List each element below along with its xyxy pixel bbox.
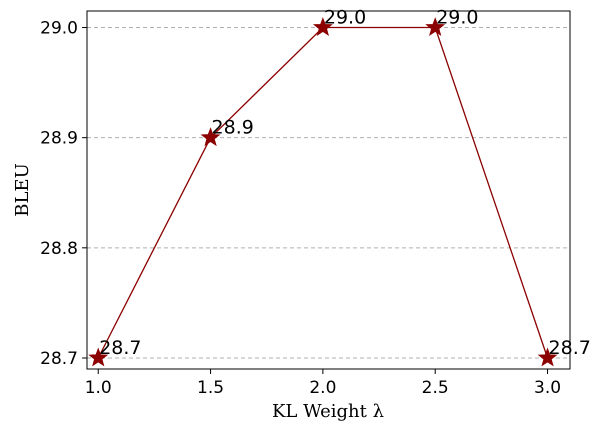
y-axis-title: BLEU — [12, 163, 33, 217]
data-labels-group: 28.728.929.0 29.028.7 — [99, 7, 591, 359]
x-tick-label: 2.5 — [422, 378, 449, 398]
data-label: 29.0 — [324, 7, 366, 29]
data-point-star — [200, 127, 221, 147]
y-tick-label: 28.9 — [40, 129, 78, 149]
x-tick-label: 3.0 — [534, 378, 561, 398]
data-point-star — [312, 17, 333, 36]
data-label: 28.7 — [99, 337, 141, 359]
data-label: 28.9 — [212, 117, 254, 139]
x-axis-title: KL Weight λ — [272, 401, 384, 421]
y-ticks-group: 28.7 28.8 28.9 29.0 — [40, 19, 87, 369]
data-point-star — [537, 347, 558, 367]
x-tick-label: 1.5 — [197, 378, 224, 398]
data-point-star — [88, 347, 109, 367]
series-line — [97, 26, 549, 359]
x-ticks-group: 1.0 1.5 2.0 2.5 3.0 — [85, 369, 561, 398]
grid-group — [87, 27, 570, 359]
y-tick-label: 28.7 — [40, 349, 78, 369]
plot-frame — [86, 10, 571, 370]
series-group — [88, 17, 558, 367]
x-tick-label: 2.0 — [309, 378, 336, 398]
data-point-star — [425, 17, 446, 36]
y-tick-label: 28.8 — [40, 239, 78, 259]
data-label: 29.0 — [436, 7, 478, 29]
y-tick-label: 29.0 — [40, 19, 78, 39]
x-tick-label: 1.0 — [85, 378, 112, 398]
